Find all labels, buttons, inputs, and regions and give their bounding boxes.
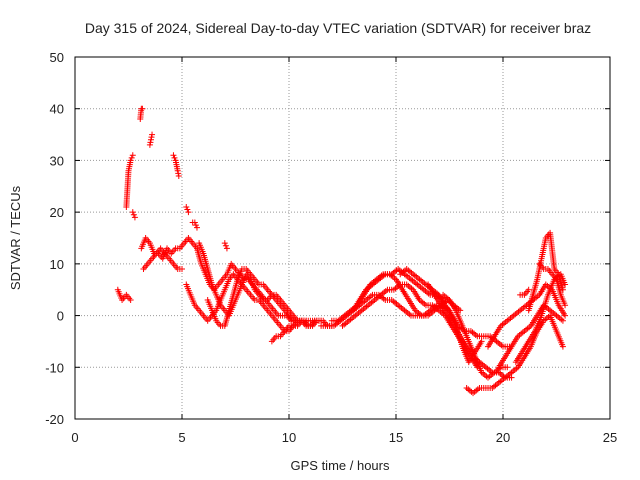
- plot-frame: [74, 56, 611, 420]
- x-tick-label: 20: [496, 430, 510, 445]
- data-point: [183, 203, 190, 210]
- data-point: [559, 343, 566, 350]
- data-point: [562, 302, 569, 309]
- data-point: [222, 242, 229, 249]
- y-tick-labels: -20 -10 0 10 20 30 40 50: [45, 50, 64, 427]
- x-tick-labels: 0 5 10 15 20 25: [71, 430, 617, 445]
- data-point: [139, 105, 146, 112]
- y-tick-label: -20: [45, 412, 64, 427]
- x-tick-label: 0: [71, 430, 78, 445]
- data-point: [525, 286, 532, 293]
- data-point: [148, 134, 155, 141]
- data-point: [562, 281, 569, 288]
- data-point: [129, 209, 136, 216]
- data-point: [175, 170, 182, 177]
- data-point: [130, 211, 137, 218]
- data-point: [223, 245, 230, 252]
- x-tick-label: 10: [282, 430, 296, 445]
- y-tick-label: 20: [50, 205, 64, 220]
- y-axis-label: SDTVAR / TECUs: [8, 185, 23, 290]
- data-point: [191, 219, 198, 226]
- data-point: [508, 374, 515, 381]
- y-tick-label: 40: [50, 102, 64, 117]
- data-point: [192, 222, 199, 229]
- data-point: [478, 338, 485, 345]
- data-point: [147, 136, 154, 143]
- y-tick-label: -10: [45, 360, 64, 375]
- data-point: [179, 266, 185, 273]
- y-tick-label: 50: [50, 50, 64, 65]
- data-point: [171, 154, 178, 161]
- y-tick-label: 0: [57, 309, 64, 324]
- x-tick-label: 5: [178, 430, 185, 445]
- data-point: [184, 206, 191, 213]
- data-point: [127, 297, 134, 304]
- x-axis-label: GPS time / hours: [291, 458, 390, 473]
- data-point: [127, 157, 134, 164]
- data-point: [504, 364, 511, 371]
- data-point: [185, 209, 192, 216]
- data-points: [114, 105, 569, 397]
- data-point: [128, 154, 135, 161]
- x-tick-label: 15: [389, 430, 403, 445]
- ticks: [74, 56, 611, 420]
- grid: [75, 57, 610, 419]
- chart-title: Day 315 of 2024, Sidereal Day-to-day VTE…: [85, 20, 591, 36]
- data-point: [175, 172, 182, 179]
- data-point: [131, 214, 138, 221]
- x-tick-label: 25: [603, 430, 617, 445]
- data-point: [562, 312, 569, 319]
- data-point: [221, 240, 228, 247]
- data-point: [146, 141, 153, 148]
- data-point: [174, 167, 181, 174]
- y-tick-label: 30: [50, 153, 64, 168]
- y-tick-label: 10: [50, 257, 64, 272]
- data-point: [170, 152, 177, 159]
- data-point: [559, 286, 566, 293]
- data-point: [193, 224, 200, 231]
- data-point: [559, 317, 566, 324]
- data-point: [149, 131, 156, 138]
- data-point: [147, 139, 154, 146]
- data-point: [129, 152, 136, 159]
